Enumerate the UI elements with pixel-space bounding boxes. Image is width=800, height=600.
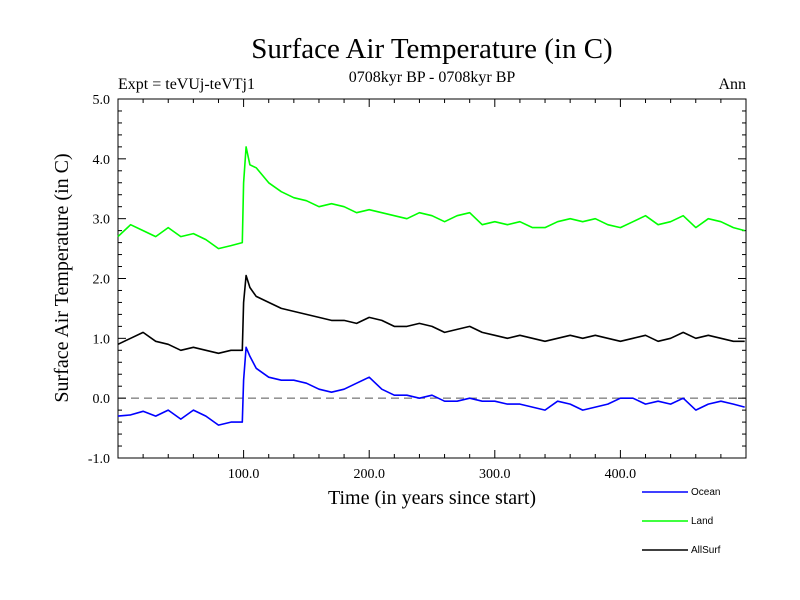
series-line-ocean xyxy=(117,346,745,426)
x-axis-label: Time (in years since start) xyxy=(328,487,536,509)
y-tick-label: -1.0 xyxy=(88,452,110,467)
chart-subtitle: 0708kyr BP - 0708kyr BP xyxy=(349,69,516,86)
y-tick-label: 2.0 xyxy=(93,273,111,288)
experiment-label: Expt = teVUj-teVTj1 xyxy=(118,76,255,93)
x-tick-label: 100.0 xyxy=(228,467,260,482)
y-tick-label: 0.0 xyxy=(93,392,111,407)
plot-frame xyxy=(117,98,747,459)
legend-label-land: Land xyxy=(691,516,713,527)
period-label: Ann xyxy=(718,76,746,93)
y-tick-label: 5.0 xyxy=(93,93,111,108)
series-line-land xyxy=(117,146,745,250)
x-tick-label: 400.0 xyxy=(605,467,637,482)
x-tick-label: 200.0 xyxy=(353,467,385,482)
y-tick-label: 3.0 xyxy=(93,213,111,228)
y-tick-label: 1.0 xyxy=(93,332,111,347)
y-axis-label: Surface Air Temperature (in C) xyxy=(51,153,73,402)
series-line-allsurf xyxy=(117,274,745,355)
chart-title: Surface Air Temperature (in C) xyxy=(251,33,612,65)
x-tick-label: 300.0 xyxy=(479,467,511,482)
legend-label-allsurf: AllSurf xyxy=(691,545,721,556)
y-tick-label: 4.0 xyxy=(93,153,111,168)
legend-label-ocean: Ocean xyxy=(691,487,720,498)
